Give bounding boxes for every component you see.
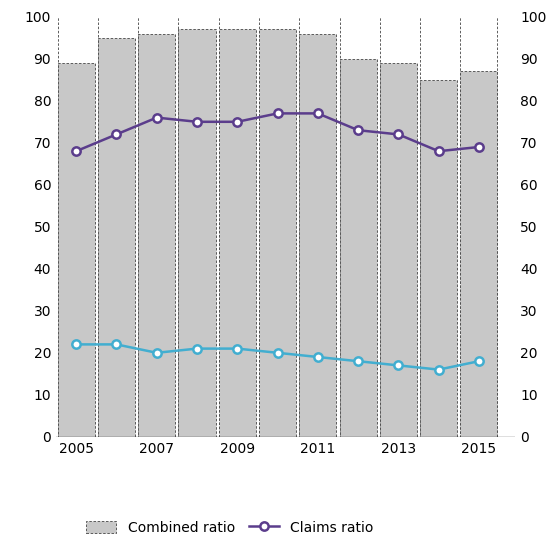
Bar [420,80,457,437]
Bar [299,34,337,437]
Bar [259,30,296,437]
Bar [98,38,135,437]
Bar [219,30,256,437]
Bar [58,63,95,437]
Bar [380,63,417,437]
Bar [138,34,175,437]
Bar [339,59,377,437]
Bar [179,30,216,437]
Bar [460,72,497,437]
